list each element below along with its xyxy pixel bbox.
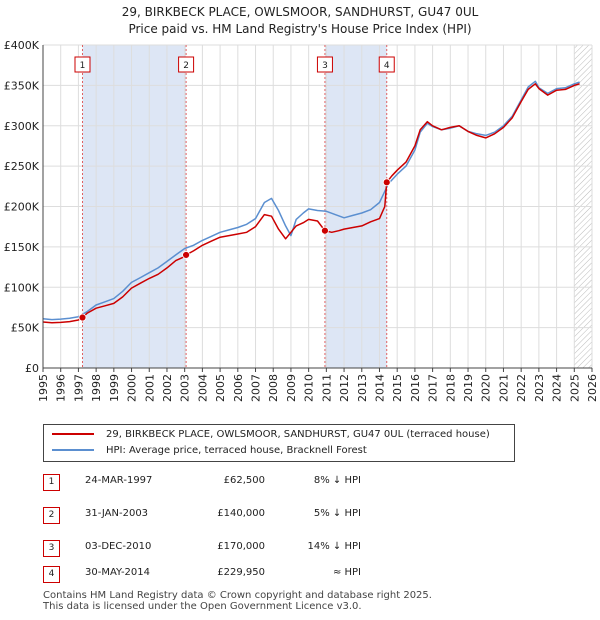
legend-swatch-hpi [52, 449, 94, 451]
sale-point-marker [182, 251, 190, 259]
sale-hpi-diff: 14% ↓ HPI [307, 541, 361, 552]
x-tick-label: 2021 [497, 374, 510, 402]
x-tick-label: 2009 [285, 374, 298, 402]
x-tick-label: 1997 [72, 374, 85, 402]
x-tick-label: 2001 [143, 374, 156, 402]
x-tick-label: 2008 [267, 374, 280, 402]
sale-number-box [378, 56, 395, 73]
title-address: 29, BIRKBECK PLACE, OWLSMOOR, SANDHURST,… [121, 5, 479, 19]
x-tick-label: 2000 [126, 374, 139, 402]
x-tick-label: 1999 [108, 374, 121, 402]
x-tick-label: 1995 [37, 374, 50, 402]
sale-number-box [74, 56, 91, 73]
sale-row: 1 24-MAR-1997 £62,500 8% ↓ HPI [43, 474, 563, 491]
sale-number-label: 4 [384, 61, 390, 71]
sale-price: £229,950 [217, 567, 265, 578]
sale-row: 4 30-MAY-2014 £229,950 ≈ HPI [43, 566, 563, 583]
y-tick-label: £0 [25, 362, 39, 375]
y-tick-label: £100K [4, 281, 40, 294]
x-tick-label: 2010 [303, 374, 316, 402]
x-tick-label: 1998 [90, 374, 103, 402]
sale-point-marker [321, 226, 329, 235]
sale-hpi-diff: 8% ↓ HPI [313, 475, 361, 486]
sale-row: 2 31-JAN-2003 £140,000 5% ↓ HPI [43, 507, 563, 524]
sale-point-marker [78, 313, 87, 322]
sale-number-label: 2 [183, 61, 189, 71]
x-tick-label: 2019 [462, 374, 475, 402]
sale-date: 03-DEC-2010 [85, 541, 152, 552]
sale-date: 31-JAN-2003 [85, 508, 149, 519]
footer-licence: This data is licensed under the Open Gov… [43, 601, 362, 612]
x-tick-label: 2007 [250, 374, 263, 402]
sale-number-box [316, 56, 333, 73]
x-tick-label: 2022 [515, 374, 528, 402]
legend-label-property: 29, BIRKBECK PLACE, OWLSMOOR, SANDHURST,… [106, 429, 490, 440]
x-tick-label: 2012 [338, 374, 351, 402]
x-tick-label: 2006 [232, 374, 245, 402]
price-chart: 1 2 3 4 £0 £50K £100K £150K £200K £250K £300K £350… [4, 39, 599, 402]
sale-number-label: 1 [80, 61, 86, 71]
sale-price: £140,000 [217, 508, 265, 519]
y-tick-label: £300K [4, 120, 40, 133]
y-tick-label: £400K [4, 39, 40, 52]
x-tick-label: 2023 [533, 374, 546, 402]
x-tick-label: 2003 [179, 374, 192, 402]
sale-date: 30-MAY-2014 [85, 567, 151, 578]
sale-number-badge: 1 [43, 474, 60, 491]
x-tick-label: 2015 [391, 374, 404, 402]
sale-number-badge: 2 [43, 507, 60, 524]
hpi-series-line [42, 80, 580, 321]
legend-label-hpi: HPI: Average price, terraced house, Brac… [106, 445, 367, 456]
x-tick-label: 2025 [568, 374, 581, 402]
sale-number-box [178, 56, 195, 73]
x-tick-label: 2018 [444, 374, 457, 402]
legend-item-hpi: HPI: Average price, terraced house, Brac… [52, 443, 367, 459]
x-tick-label: 2013 [356, 374, 369, 402]
sale-point-marker [382, 178, 391, 187]
sale-hpi-diff: ≈ HPI [332, 567, 361, 578]
x-tick-label: 2016 [409, 374, 422, 402]
x-tick-label: 2005 [214, 374, 227, 402]
property-series-line [42, 83, 580, 324]
sale-number-badge: 4 [43, 566, 60, 583]
sale-date: 24-MAR-1997 [85, 475, 153, 486]
y-tick-label: £350K [4, 79, 40, 92]
x-tick-label: 2024 [551, 374, 564, 402]
sale-hpi-diff: 5% ↓ HPI [313, 508, 361, 519]
y-tick-label: £200K [4, 201, 40, 214]
x-tick-label: 2002 [161, 374, 174, 402]
sale-price: £170,000 [217, 541, 265, 552]
x-tick-label: 2011 [320, 374, 333, 402]
legend-item-property: 29, BIRKBECK PLACE, OWLSMOOR, SANDHURST,… [52, 427, 490, 443]
chart-title: 29, BIRKBECK PLACE, OWLSMOOR, SANDHURST,… [0, 4, 600, 38]
y-tick-label: £50K [11, 322, 40, 335]
x-tick-label: 2017 [427, 374, 440, 402]
footer: Contains HM Land Registry data © Crown c… [43, 590, 432, 612]
x-tick-label: 2020 [480, 374, 493, 402]
sale-price: £62,500 [223, 475, 265, 486]
x-tick-label: 2026 [586, 374, 599, 402]
sale-number-badge: 3 [43, 540, 60, 557]
footer-copyright: Contains HM Land Registry data © Crown c… [43, 590, 432, 601]
legend-swatch-property [52, 433, 94, 435]
y-tick-label: £150K [4, 241, 40, 254]
y-tick-label: £250K [4, 160, 40, 173]
sale-number-label: 3 [322, 61, 328, 71]
x-tick-label: 2014 [373, 374, 386, 402]
x-tick-label: 1996 [55, 374, 68, 402]
x-tick-label: 2004 [196, 374, 209, 402]
title-subtitle: Price paid vs. HM Land Registry's House … [128, 22, 472, 36]
legend: 29, BIRKBECK PLACE, OWLSMOOR, SANDHURST,… [43, 424, 515, 462]
sale-row: 3 03-DEC-2010 £170,000 14% ↓ HPI [43, 540, 563, 557]
